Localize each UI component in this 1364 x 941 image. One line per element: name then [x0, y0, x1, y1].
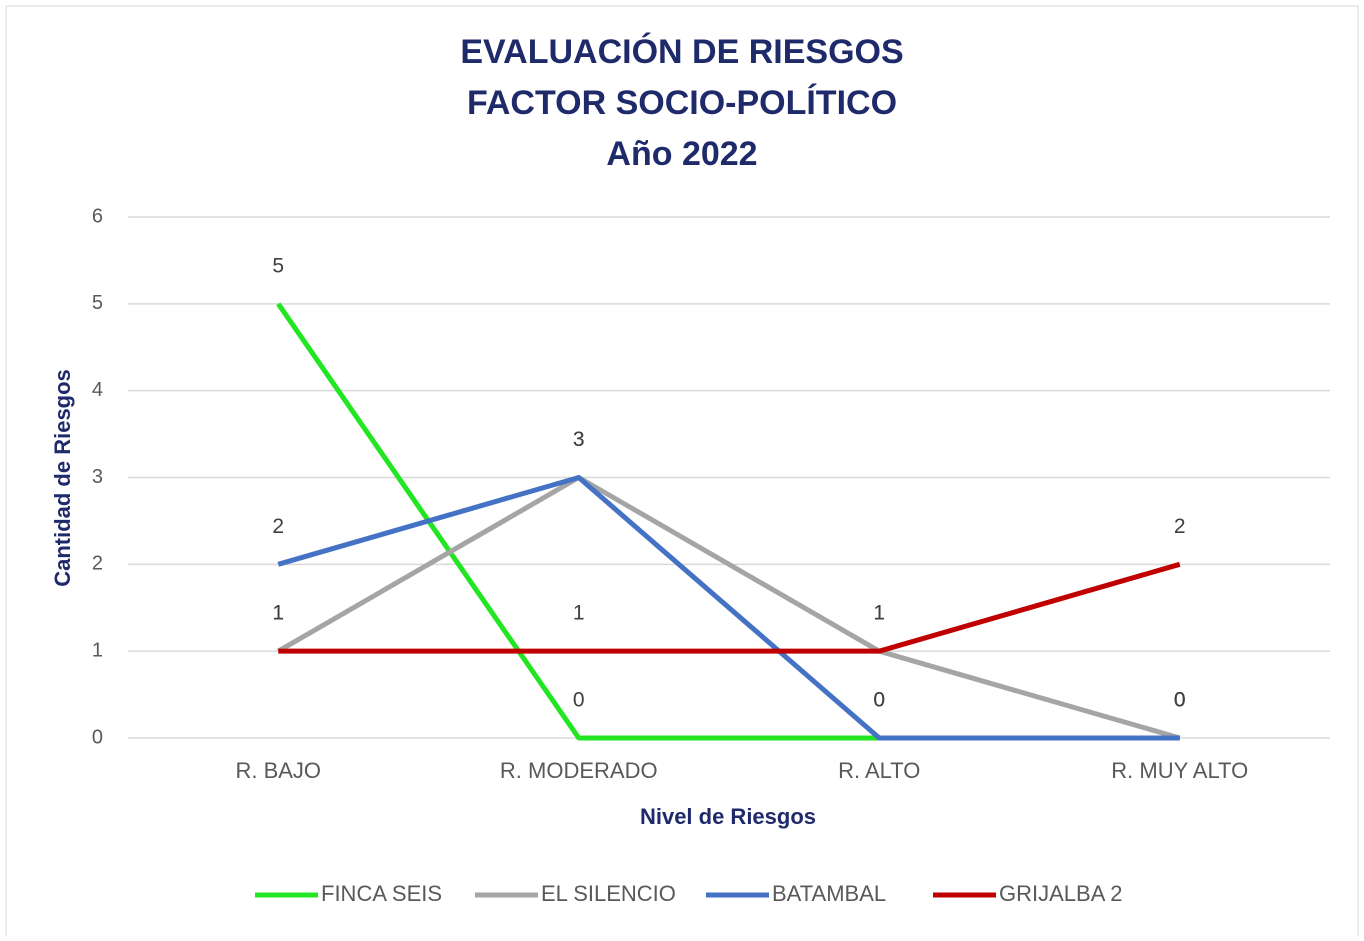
- legend-label: GRIJALBA 2: [999, 881, 1123, 906]
- data-label: 2: [272, 515, 284, 538]
- series-line: [276, 475, 1181, 741]
- x-tick-label: R. MODERADO: [500, 758, 658, 783]
- data-label: 0: [1174, 689, 1186, 712]
- y-tick-label: 0: [92, 726, 103, 748]
- data-label: 1: [272, 602, 284, 625]
- data-label: 1: [873, 602, 885, 625]
- y-tick-label: 5: [92, 292, 103, 314]
- data-label: 2: [1174, 515, 1186, 538]
- y-axis-label: Cantidad de Riesgos: [50, 369, 75, 587]
- data-label: 0: [1174, 689, 1186, 712]
- data-label: 0: [1174, 689, 1186, 712]
- y-tick-label: 2: [92, 553, 103, 575]
- data-label: 0: [873, 689, 885, 712]
- legend-label: BATAMBAL: [772, 881, 886, 906]
- data-label: 1: [873, 602, 885, 625]
- data-label: 3: [573, 428, 585, 451]
- y-tick-label: 6: [92, 205, 103, 227]
- data-label: 0: [573, 689, 585, 712]
- data-label: 3: [573, 428, 585, 451]
- data-label: 1: [272, 602, 284, 625]
- chart-title: Año 2022: [606, 135, 757, 173]
- chart-title: FACTOR SOCIO-POLÍTICO: [467, 84, 897, 122]
- y-tick-label: 4: [92, 379, 103, 401]
- x-tick-label: R. ALTO: [838, 758, 920, 783]
- data-label: 0: [873, 689, 885, 712]
- y-tick-label: 1: [92, 639, 103, 661]
- y-tick-label: 3: [92, 466, 103, 488]
- chart-border: [5, 5, 1359, 941]
- x-tick-label: R. BAJO: [235, 758, 321, 783]
- series-line: [278, 561, 1181, 654]
- legend-label: FINCA SEIS: [321, 881, 442, 906]
- x-tick-label: R. MUY ALTO: [1111, 758, 1248, 783]
- x-axis-label: Nivel de Riesgos: [640, 804, 816, 829]
- series-line: [277, 475, 1180, 741]
- data-label: 5: [272, 254, 284, 277]
- legend-label: EL SILENCIO: [541, 881, 676, 906]
- chart-title: EVALUACIÓN DE RIESGOS: [460, 33, 903, 71]
- data-label: 1: [573, 602, 585, 625]
